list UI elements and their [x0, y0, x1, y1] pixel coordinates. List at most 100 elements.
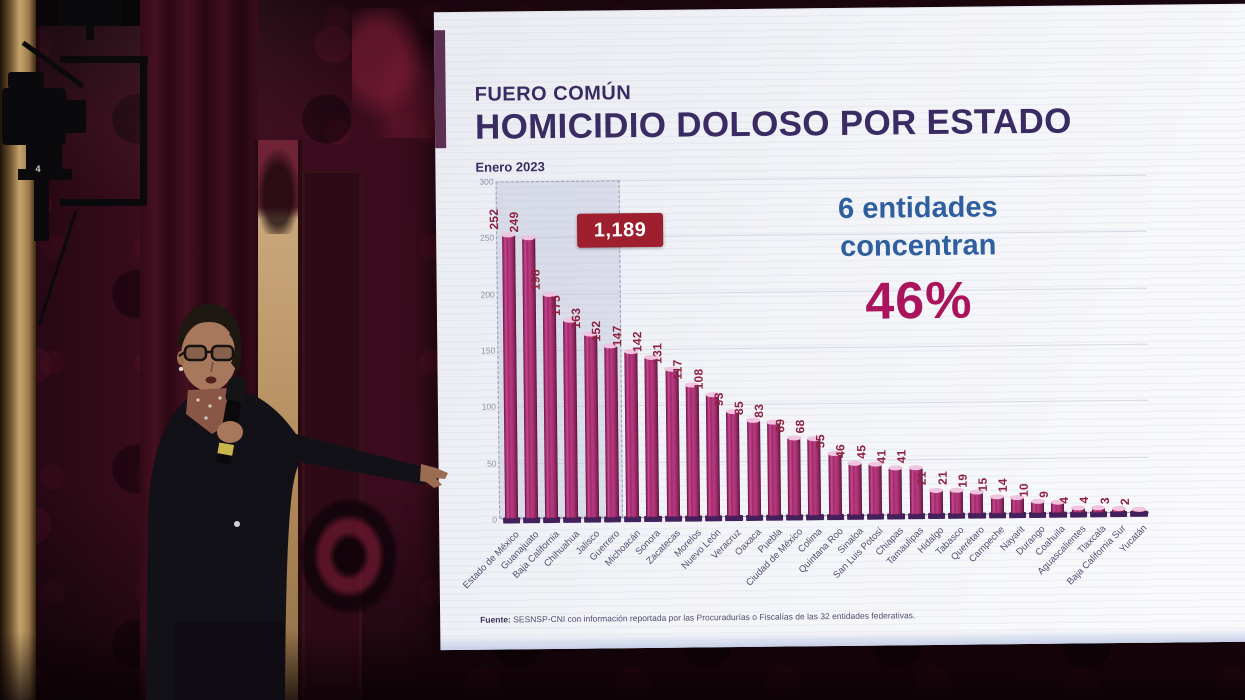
y-axis-tick-label: 200 — [480, 289, 495, 300]
bar-value-label: 117 — [670, 359, 686, 380]
bar-value-label: 85 — [732, 401, 747, 416]
bar — [969, 489, 984, 514]
presenter-mouth — [205, 376, 217, 384]
bar-value-label: 4 — [1077, 495, 1092, 503]
bar — [583, 331, 599, 518]
bar — [562, 318, 579, 518]
bar-value-label: 252 — [486, 208, 502, 230]
bar — [786, 435, 802, 516]
bar-value-label: 163 — [569, 308, 584, 330]
bar — [1071, 505, 1086, 513]
bar — [664, 366, 680, 517]
bar — [644, 354, 660, 518]
bar-value-label: 15 — [975, 477, 990, 492]
rig-bar — [60, 199, 147, 206]
bar — [623, 348, 640, 518]
bar-top-cap — [847, 460, 862, 466]
slide-title-block: FUERO COMÚN HOMICIDIO DOLOSO POR ESTADO … — [475, 78, 1073, 175]
bar-top-cap — [1111, 506, 1126, 512]
bar — [888, 465, 903, 515]
bar-top-cap — [1030, 499, 1045, 505]
spotlight — [58, 0, 122, 26]
bar-value-label: 108 — [691, 368, 706, 390]
bar-top-cap — [929, 487, 944, 493]
slide-title: HOMICIDIO DOLOSO POR ESTADO — [474, 101, 1072, 147]
bar — [1091, 505, 1106, 513]
bar-value-label: 3 — [1097, 496, 1112, 504]
bar-top-cap — [746, 417, 761, 423]
bar-top-cap — [786, 435, 801, 441]
bar-value-label: 9 — [1036, 490, 1051, 498]
bar-top-cap — [521, 235, 536, 241]
bar-value-label: 21 — [915, 471, 930, 486]
bar-value-label: 14 — [996, 478, 1011, 493]
eyeglasses — [178, 344, 235, 362]
bar — [705, 392, 721, 517]
shadow-on-doorway — [256, 148, 300, 234]
annotation-block: 6 entidades concentran 46% — [794, 189, 1043, 333]
bar-value-label: 147 — [609, 325, 624, 347]
camera-number-label: 4 — [35, 164, 41, 174]
video-camera — [2, 88, 66, 145]
bar-value-label: 19 — [955, 473, 970, 488]
bar — [949, 487, 964, 514]
bar-value-label: 131 — [650, 343, 665, 365]
bar-value-label: 142 — [630, 331, 645, 353]
bar-top-cap — [501, 231, 516, 238]
bar-value-label: 69 — [772, 418, 787, 433]
bar-top-cap — [1131, 507, 1146, 513]
source-label: Fuente: — [480, 614, 511, 625]
presenter — [146, 304, 448, 700]
bar — [603, 343, 619, 518]
bar — [1010, 494, 1025, 514]
earring — [178, 366, 184, 372]
source-text: SESNSP-CNI con información reportada por… — [510, 610, 916, 625]
bar — [766, 419, 781, 516]
bar-value-label: 2 — [1117, 497, 1132, 505]
bar-top-cap — [949, 487, 964, 493]
source-note: Fuente: SESNSP-CNI con información repor… — [480, 610, 915, 625]
annotation-percent: 46% — [865, 271, 973, 332]
bar-value-label: 45 — [853, 445, 869, 460]
camera-plate — [18, 169, 72, 180]
bar — [1050, 500, 1065, 513]
bar-value-label: 83 — [752, 403, 767, 418]
rig-bar — [60, 56, 148, 63]
annotation-line1: 6 entidades — [837, 191, 998, 225]
y-axis-tick-label: 250 — [479, 232, 495, 244]
bar-value-label: 21 — [935, 471, 950, 486]
bar — [1030, 499, 1045, 513]
jacket-button — [234, 521, 240, 527]
bar-top-cap — [1071, 505, 1086, 511]
spotlight-mount — [86, 26, 94, 40]
bar — [725, 408, 741, 517]
slide-subtitle: Enero 2023 — [475, 159, 545, 175]
bar-value-label: 46 — [833, 444, 848, 459]
bar — [746, 417, 761, 516]
camera-mount — [26, 144, 62, 170]
wall-damask-motif — [295, 492, 403, 620]
y-axis-tick-label: 50 — [486, 458, 497, 469]
bar — [847, 460, 862, 515]
bar-value-label: 152 — [589, 320, 604, 342]
bar-value-label: 41 — [894, 449, 909, 464]
scarf-pattern-dots — [196, 396, 222, 420]
bar — [989, 493, 1005, 514]
bar — [542, 292, 559, 519]
projection-screen: FUERO COMÚN HOMICIDIO DOLOSO POR ESTADO … — [433, 3, 1245, 651]
presenter-hair-side — [229, 332, 242, 372]
sum-callout: 1,189 — [576, 212, 664, 248]
bar-top-cap — [1091, 505, 1106, 511]
bar-value-label: 4 — [1057, 496, 1072, 504]
y-axis-tick-label: 100 — [481, 401, 496, 413]
bar-value-label: 10 — [1016, 482, 1031, 497]
bar-top-cap — [908, 465, 923, 471]
bar — [807, 436, 822, 516]
bar — [929, 487, 944, 515]
y-axis-tick-label: 0 — [492, 514, 498, 525]
presenter-legs — [173, 622, 285, 700]
bar-value-label: 249 — [507, 211, 522, 233]
camera-arm — [34, 179, 49, 241]
bar — [1131, 507, 1146, 513]
